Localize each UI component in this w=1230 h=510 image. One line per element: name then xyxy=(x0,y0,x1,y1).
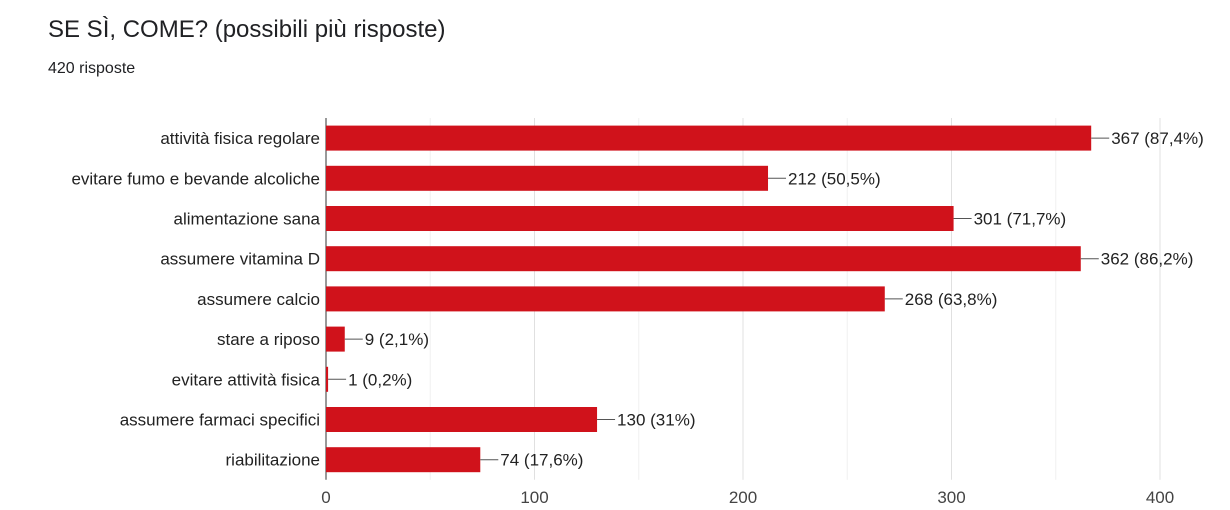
bar xyxy=(326,326,345,352)
data-label: 212 (50,5%) xyxy=(788,169,881,188)
x-tick-label: 0 xyxy=(321,488,330,507)
bar xyxy=(326,206,954,231)
data-label: 9 (2,1%) xyxy=(365,330,429,349)
category-label: evitare attività fisica xyxy=(172,370,321,389)
x-tick-label: 300 xyxy=(937,488,965,507)
data-label: 1 (0,2%) xyxy=(348,370,412,389)
data-label: 130 (31%) xyxy=(617,411,695,430)
data-label: 362 (86,2%) xyxy=(1101,250,1194,269)
data-label: 268 (63,8%) xyxy=(905,290,998,309)
category-label: riabilitazione xyxy=(226,451,321,470)
category-label: stare a riposo xyxy=(217,330,320,349)
category-label: evitare fumo e bevande alcoliche xyxy=(71,169,320,188)
bar xyxy=(326,246,1081,272)
x-tick-label: 200 xyxy=(729,488,757,507)
data-label: 301 (71,7%) xyxy=(974,210,1067,229)
bar xyxy=(326,286,885,312)
bar xyxy=(326,165,769,191)
category-label: attività fisica regolare xyxy=(160,129,320,148)
bar xyxy=(326,407,598,432)
response-count: 420 risposte xyxy=(48,60,136,77)
category-label: assumere calcio xyxy=(197,290,320,309)
category-label: alimentazione sana xyxy=(174,210,321,229)
data-label: 367 (87,4%) xyxy=(1111,129,1204,148)
bar xyxy=(326,125,1092,151)
data-label: 74 (17,6%) xyxy=(500,451,583,470)
x-tick-label: 400 xyxy=(1146,488,1174,507)
x-tick-label: 100 xyxy=(520,488,548,507)
bar xyxy=(326,447,481,473)
category-label: assumere vitamina D xyxy=(160,250,320,269)
chart-title: SE SÌ, COME? (possibili più risposte) xyxy=(48,16,446,43)
category-label: assumere farmaci specifici xyxy=(120,411,320,430)
bar xyxy=(326,366,329,392)
